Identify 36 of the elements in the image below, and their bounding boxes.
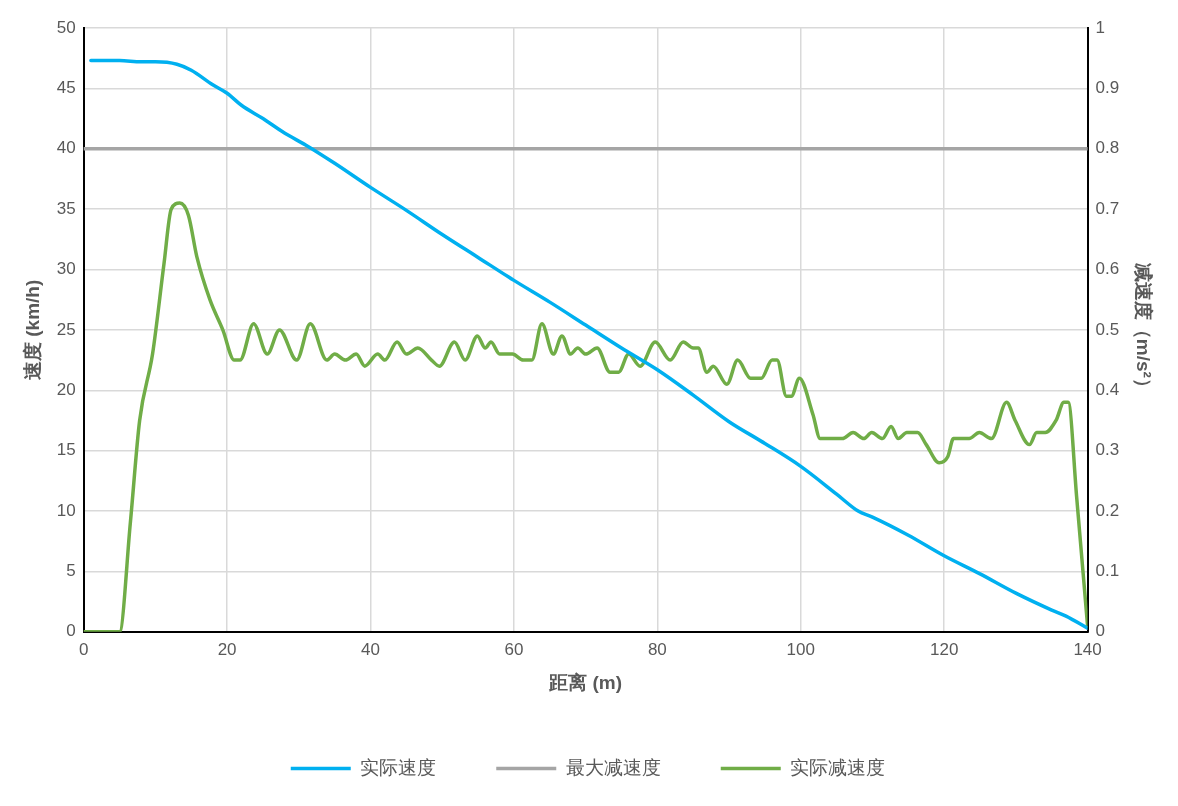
y-tick-label: 0	[66, 621, 76, 641]
x-tick-label: 20	[217, 639, 237, 659]
y-tick-label: 40	[56, 138, 76, 158]
y-tick-label: 5	[66, 561, 76, 581]
y2-tick-label: 1	[1095, 17, 1106, 37]
x-tick-label: 40	[361, 639, 380, 659]
y-tick-label: 30	[56, 259, 76, 279]
legend-label: 实际减速度	[790, 756, 886, 778]
y2-tick-label: 0.2	[1095, 500, 1120, 520]
legend-label: 最大减速度	[565, 756, 661, 778]
line-series	[89, 58, 1088, 630]
x-tick-label: 100	[786, 639, 815, 659]
x-tick-label: 60	[504, 639, 524, 659]
y-tick-label: 15	[56, 440, 76, 460]
y-tick-label: 25	[56, 319, 76, 339]
y2-tick-label: 0.8	[1095, 138, 1120, 158]
y2-tick-label: 0.6	[1095, 259, 1120, 279]
y-tick-label: 50	[56, 17, 76, 37]
x-tick-label: 140	[1073, 639, 1102, 659]
x-axis-title: 距离 (m)	[548, 671, 623, 693]
x-tick-label: 80	[647, 639, 667, 659]
y-tick-label: 20	[56, 379, 76, 399]
y2-tick-label: 0.9	[1095, 78, 1120, 98]
y2-tick-label: 0.3	[1095, 440, 1120, 460]
y2-tick-label: 0	[1095, 621, 1106, 641]
y-tick-label: 10	[56, 500, 76, 520]
y-axis-title: 速度 (km/h)	[21, 279, 43, 381]
y2-axis-title: 减速度（m/s²）	[1133, 262, 1155, 397]
y2-tick-label: 0.1	[1095, 561, 1120, 581]
legend-label: 实际速度	[360, 756, 437, 778]
y-tick-label: 35	[56, 198, 76, 218]
y2-tick-label: 0.4	[1095, 379, 1120, 399]
y2-tick-label: 0.5	[1095, 319, 1120, 339]
y-tick-label: 45	[56, 78, 76, 98]
x-tick-label: 120	[929, 639, 959, 659]
y2-tick-label: 0.7	[1095, 198, 1120, 218]
